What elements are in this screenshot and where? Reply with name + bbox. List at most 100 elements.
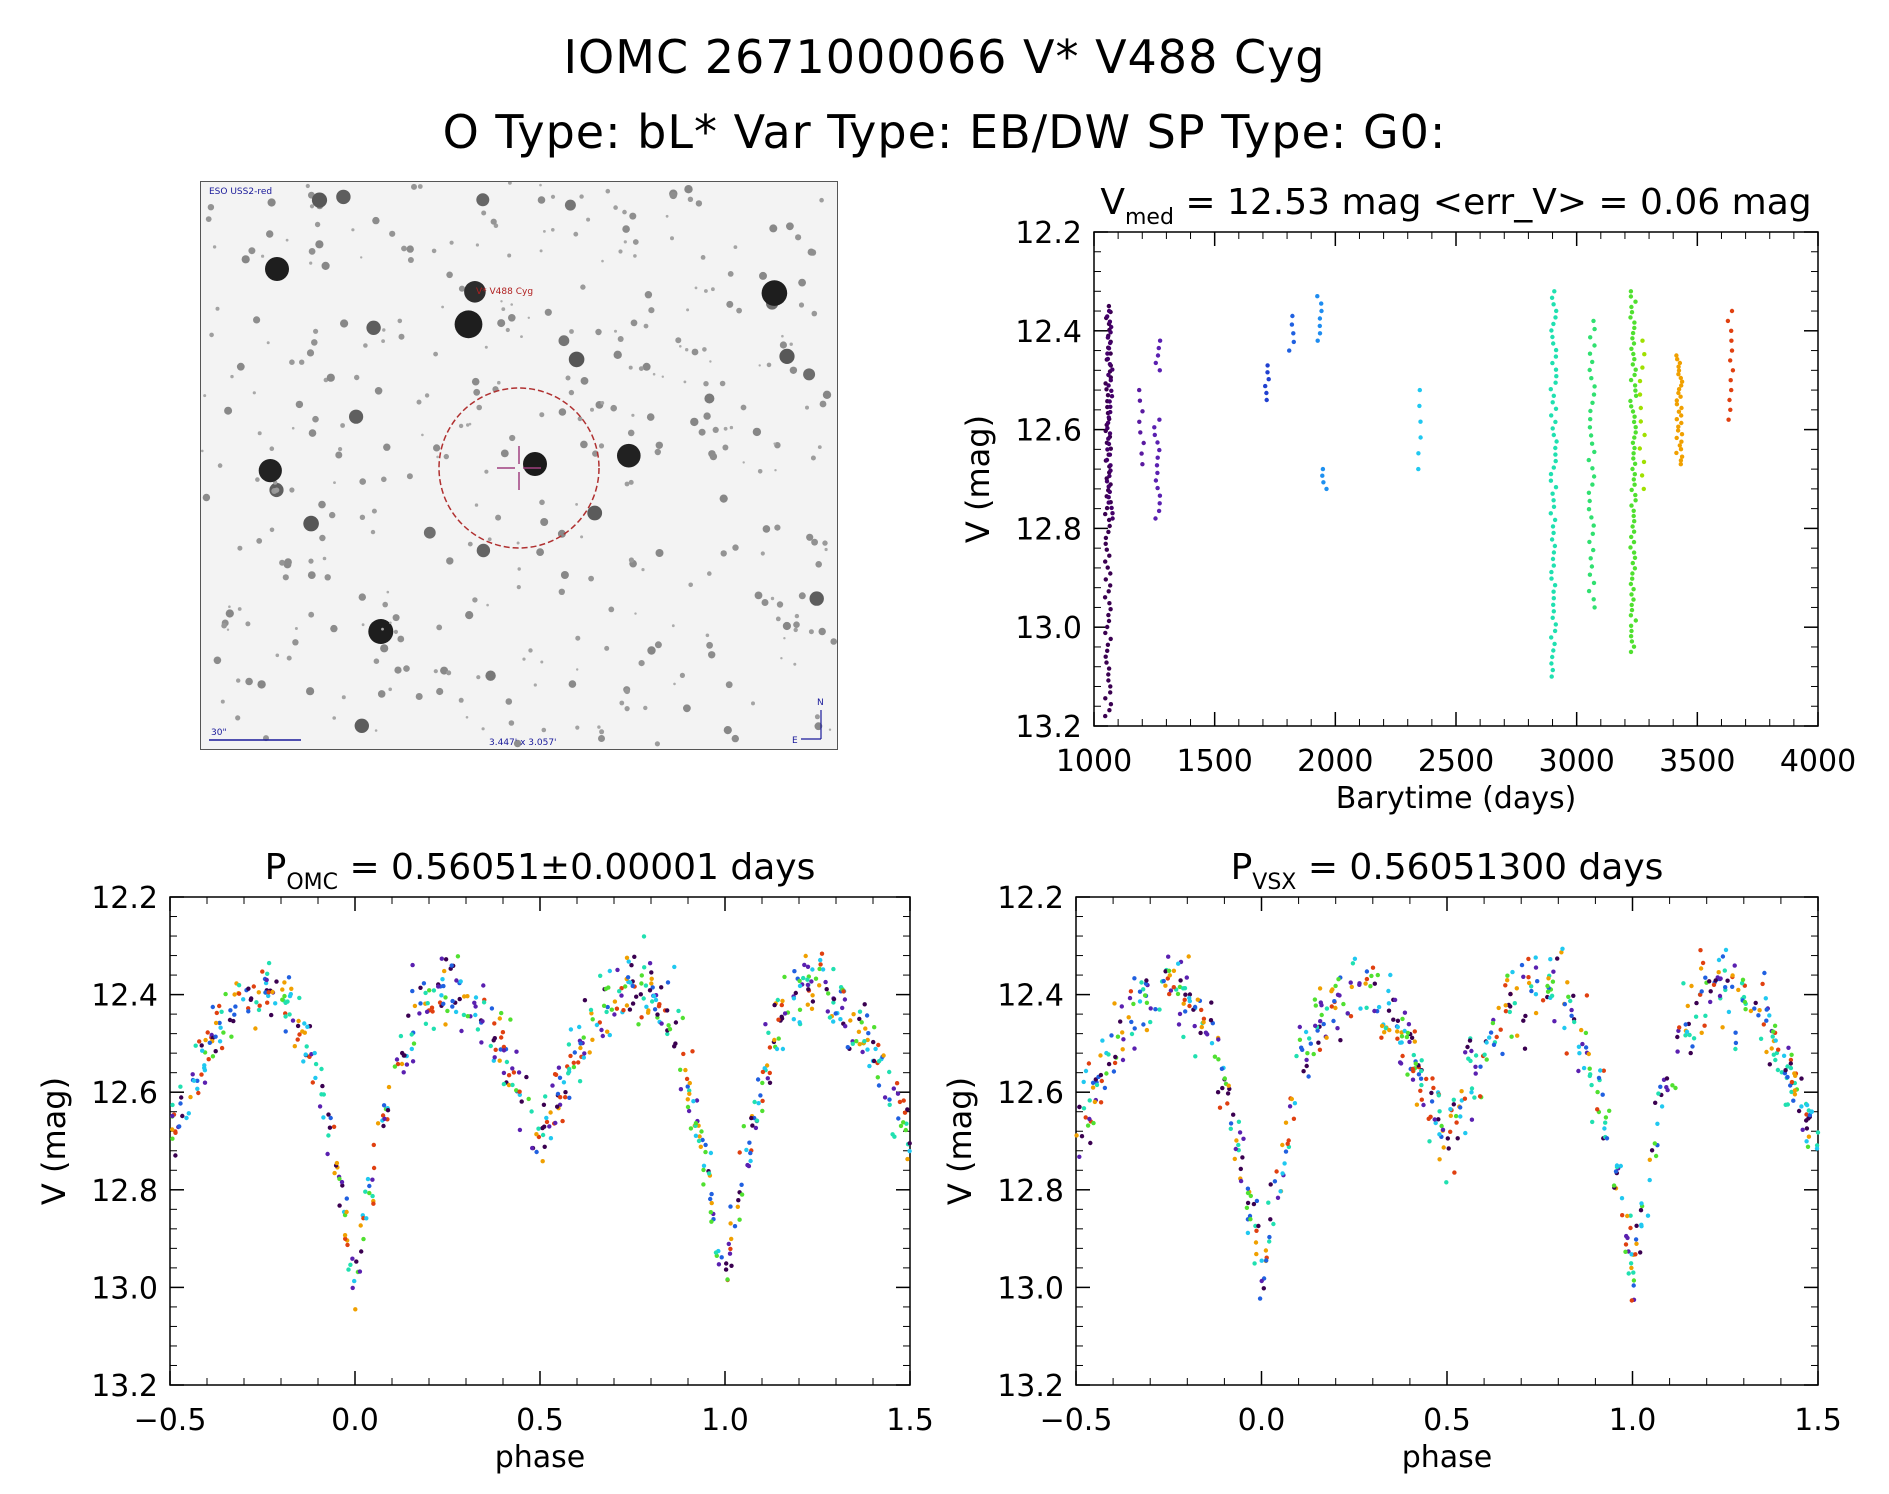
data-point bbox=[1698, 992, 1703, 997]
data-point bbox=[289, 986, 294, 991]
data-point bbox=[1584, 993, 1590, 998]
data-point bbox=[735, 1204, 740, 1210]
x-tick-label: −0.5 bbox=[1040, 1403, 1113, 1438]
data-point bbox=[1090, 1085, 1096, 1090]
data-point bbox=[1595, 1107, 1600, 1112]
data-point bbox=[1675, 1034, 1680, 1040]
star bbox=[766, 362, 772, 368]
data-point bbox=[1551, 530, 1556, 536]
data-point bbox=[304, 1044, 309, 1049]
data-point bbox=[1569, 1013, 1574, 1018]
data-point bbox=[1153, 478, 1159, 483]
data-point bbox=[1108, 330, 1113, 335]
star bbox=[308, 429, 317, 437]
data-point bbox=[1473, 1071, 1478, 1076]
compass-icon bbox=[801, 710, 822, 740]
data-point bbox=[398, 1033, 404, 1039]
data-point bbox=[1319, 1003, 1324, 1008]
data-point bbox=[1522, 1046, 1528, 1051]
data-point bbox=[1526, 975, 1531, 980]
data-point bbox=[1529, 984, 1534, 989]
data-point bbox=[723, 1267, 729, 1272]
data-point bbox=[831, 996, 837, 1002]
data-point bbox=[1789, 1079, 1795, 1085]
data-point bbox=[1086, 1061, 1092, 1066]
data-point bbox=[1770, 1034, 1775, 1039]
star bbox=[822, 540, 828, 546]
data-point bbox=[1370, 965, 1376, 970]
data-point bbox=[232, 1012, 237, 1017]
data-point bbox=[819, 951, 825, 956]
data-point bbox=[421, 981, 427, 986]
data-point bbox=[287, 993, 293, 999]
data-point bbox=[1405, 1072, 1410, 1077]
data-point bbox=[1386, 988, 1391, 994]
star bbox=[516, 585, 521, 590]
star bbox=[757, 469, 763, 474]
data-point bbox=[345, 1242, 350, 1248]
data-point bbox=[1081, 1106, 1087, 1111]
data-point bbox=[1602, 1126, 1607, 1131]
data-point bbox=[382, 1116, 387, 1122]
data-point bbox=[1641, 486, 1647, 492]
y-tick-label: 12.6 bbox=[91, 1076, 158, 1111]
data-point bbox=[1271, 1221, 1276, 1227]
data-point bbox=[577, 1079, 583, 1084]
star bbox=[751, 701, 755, 706]
data-point bbox=[297, 1032, 302, 1037]
data-point bbox=[1630, 330, 1636, 336]
data-point bbox=[540, 1132, 546, 1138]
data-point bbox=[621, 1008, 626, 1013]
data-point bbox=[1677, 360, 1683, 366]
star bbox=[588, 575, 594, 582]
data-point bbox=[1177, 1011, 1183, 1017]
star bbox=[431, 248, 437, 254]
data-point bbox=[350, 1256, 355, 1261]
star bbox=[617, 336, 624, 342]
data-point bbox=[411, 1041, 417, 1046]
data-point bbox=[766, 1030, 771, 1036]
data-point bbox=[508, 1017, 513, 1022]
data-point bbox=[1553, 406, 1559, 411]
data-point bbox=[1098, 1053, 1103, 1058]
data-point bbox=[1592, 326, 1597, 332]
data-point bbox=[1183, 1009, 1188, 1014]
data-point bbox=[1590, 482, 1595, 487]
data-point bbox=[1275, 1195, 1281, 1201]
data-point bbox=[321, 1092, 326, 1097]
data-point bbox=[1675, 1049, 1680, 1054]
data-point bbox=[1649, 1148, 1655, 1153]
data-point bbox=[1315, 294, 1320, 299]
data-point bbox=[701, 1182, 706, 1187]
data-point bbox=[1589, 441, 1595, 446]
data-point bbox=[266, 993, 271, 999]
data-point bbox=[1800, 1127, 1805, 1133]
data-point bbox=[1311, 1051, 1316, 1057]
data-point bbox=[1313, 1003, 1319, 1008]
data-point bbox=[1583, 1030, 1589, 1036]
star bbox=[361, 623, 365, 627]
data-point bbox=[672, 964, 677, 970]
data-point bbox=[1733, 1046, 1738, 1052]
data-point bbox=[213, 1049, 218, 1054]
data-point bbox=[571, 1060, 576, 1066]
star bbox=[629, 212, 637, 220]
data-point bbox=[1729, 338, 1734, 343]
data-point bbox=[219, 1045, 225, 1051]
star bbox=[484, 345, 488, 349]
star bbox=[569, 329, 574, 334]
data-point bbox=[1112, 1060, 1118, 1066]
data-point bbox=[1106, 308, 1112, 314]
data-point bbox=[1577, 1051, 1582, 1056]
data-point bbox=[838, 1017, 843, 1022]
data-point bbox=[774, 1046, 780, 1052]
data-point bbox=[810, 999, 816, 1004]
star bbox=[330, 624, 338, 633]
data-point bbox=[506, 1073, 512, 1078]
star bbox=[719, 380, 726, 387]
data-point bbox=[1727, 397, 1732, 403]
y-tick-label: 12.8 bbox=[91, 1174, 158, 1209]
data-point bbox=[758, 1093, 763, 1098]
star bbox=[614, 329, 617, 333]
star bbox=[487, 537, 492, 542]
